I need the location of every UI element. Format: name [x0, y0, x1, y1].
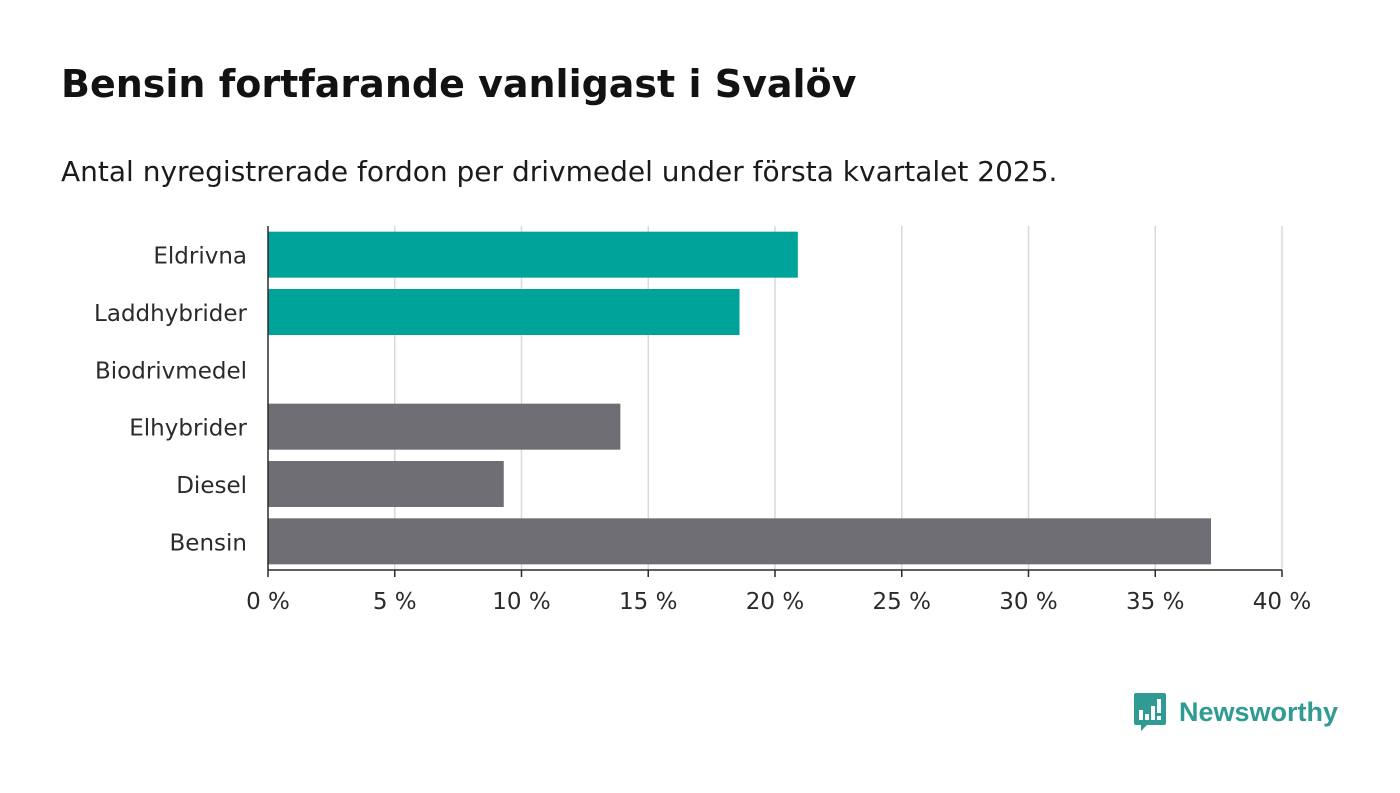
x-tick-label: 0 %	[246, 589, 290, 615]
chart-subtitle: Antal nyregistrerade fordon per drivmede…	[61, 155, 1058, 188]
x-tick-label: 30 %	[999, 589, 1057, 615]
category-label: Bensin	[170, 530, 247, 556]
bar	[268, 518, 1212, 565]
x-tick-label: 10 %	[492, 589, 550, 615]
x-tick-label: 15 %	[619, 589, 677, 615]
x-tick-label: 20 %	[746, 589, 804, 615]
bar-chart: Eldrivna Laddhybrider Biodrivmedel Elhybrid…	[94, 226, 1311, 615]
x-tick-label: 35 %	[1126, 589, 1184, 615]
bar	[268, 289, 740, 335]
x-tick-label: 5 %	[373, 589, 417, 615]
bar	[268, 403, 621, 450]
x-tick-label: 25 %	[873, 589, 931, 615]
chart-title: Bensin fortfarande vanligast i Svalöv	[61, 62, 857, 106]
category-label: Elhybrider	[129, 416, 247, 442]
bar	[268, 231, 798, 278]
category-label: Eldrivna	[153, 244, 247, 270]
newsworthy-logo: Newsworthy	[1133, 692, 1338, 732]
category-label: Laddhybrider	[94, 301, 247, 327]
bar	[268, 461, 504, 507]
x-tick-label: 40 %	[1253, 589, 1311, 615]
newsworthy-chart-icon	[1134, 693, 1166, 731]
brand-name: Newsworthy	[1179, 696, 1339, 727]
category-label: Biodrivmedel	[95, 358, 247, 384]
category-label: Diesel	[176, 473, 247, 499]
